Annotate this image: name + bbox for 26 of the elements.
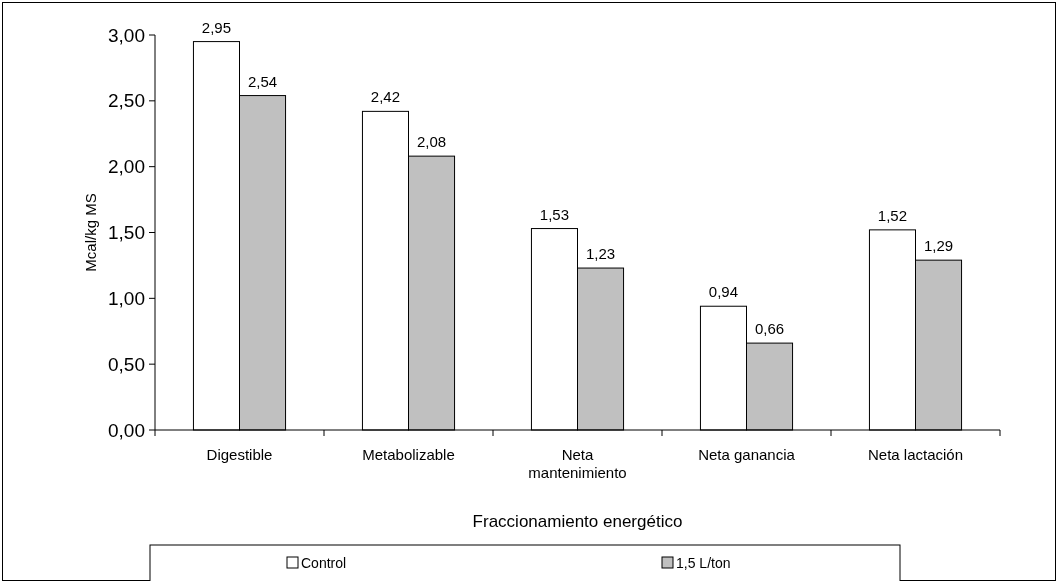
x-axis-title: Fraccionamiento energético: [472, 512, 683, 531]
y-tick-label: 1,00: [108, 287, 145, 309]
y-axis-title: Mcal/kg MS: [82, 193, 99, 272]
data-label: 0,94: [708, 283, 739, 301]
data-label: 1,52: [877, 206, 908, 224]
y-tick-label: 2,50: [108, 90, 145, 112]
data-label: 1,53: [539, 205, 570, 223]
x-tick-label: Metabolizable: [362, 446, 455, 463]
data-label: 2,54: [247, 72, 278, 90]
x-tick-label: Neta lactación: [867, 446, 964, 463]
legend-label: Control: [301, 555, 347, 571]
x-tick-label: Digestible: [206, 446, 273, 463]
legend-label: 1,5 L/ton: [676, 555, 731, 571]
y-tick-label: 1,50: [108, 222, 145, 244]
data-label: 2,42: [370, 88, 401, 106]
data-label: 2,08: [416, 133, 447, 151]
y-tick-label: 0,00: [108, 419, 145, 441]
data-label: 2,95: [201, 18, 232, 36]
x-tick-label: Neta mantenimiento: [528, 446, 627, 481]
data-label: 0,66: [754, 320, 785, 338]
data-label: 1,29: [923, 237, 954, 255]
y-tick-label: 2,00: [108, 156, 145, 178]
y-tick-label: 3,00: [108, 24, 145, 46]
data-label: 1,23: [585, 245, 616, 263]
x-tick-label: Neta ganancia: [698, 446, 796, 463]
y-tick-label: 0,50: [108, 353, 145, 375]
